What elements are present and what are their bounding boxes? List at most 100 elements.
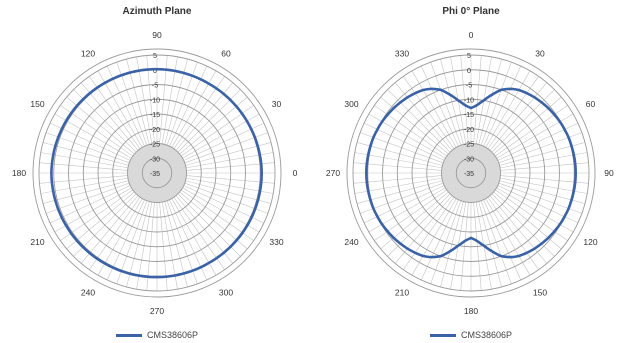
ring <box>426 128 516 218</box>
data-point <box>568 208 570 210</box>
radial-tick-label: -35 <box>150 171 160 178</box>
angle-label: 120 <box>81 48 95 58</box>
radial-tick-label: -5 <box>466 83 472 90</box>
data-point <box>104 262 106 264</box>
radial-tick-label: 0 <box>153 68 157 75</box>
ring <box>352 54 590 292</box>
angle-label: 0 <box>293 168 298 178</box>
angle-label: 210 <box>395 288 409 298</box>
data-point <box>261 172 263 174</box>
data-point <box>50 172 52 174</box>
angle-label: 180 <box>464 306 478 316</box>
data-point <box>422 255 424 257</box>
radial-tick-label: 0 <box>467 68 471 75</box>
data-point <box>559 223 561 225</box>
data-point <box>547 237 549 239</box>
angle-label: 0 <box>469 30 474 40</box>
radial-tick-label: -35 <box>464 171 474 178</box>
radial-tick-label: -20 <box>150 127 160 134</box>
ring <box>112 128 202 218</box>
data-point <box>406 248 408 250</box>
data-point <box>500 255 502 257</box>
angle-label: 240 <box>81 288 95 298</box>
ring <box>455 157 487 189</box>
data-point <box>449 250 451 252</box>
data-point <box>483 99 485 101</box>
legend: CMS38606P <box>0 330 314 340</box>
data-point <box>464 240 466 242</box>
data-point <box>372 208 374 210</box>
data-point <box>440 255 442 257</box>
data-point <box>246 224 248 226</box>
data-point <box>208 262 210 264</box>
data-point <box>431 256 433 258</box>
data-point <box>381 223 383 225</box>
ring <box>97 113 217 233</box>
data-point <box>547 107 549 109</box>
data-point <box>156 276 158 278</box>
radial-tick-label: -15 <box>150 112 160 119</box>
angle-label: 30 <box>535 48 545 58</box>
angle-label: 210 <box>30 237 44 247</box>
angle-label: 60 <box>586 99 596 109</box>
ring <box>411 113 531 233</box>
data-point <box>534 96 536 98</box>
data-point <box>449 94 451 96</box>
radial-tick-label: -15 <box>464 112 474 119</box>
ring <box>68 84 246 262</box>
ring <box>38 54 276 292</box>
angle-label: 300 <box>219 288 233 298</box>
data-point <box>491 250 493 252</box>
data-point <box>65 120 67 122</box>
ring <box>396 98 546 248</box>
data-point <box>372 136 374 138</box>
radial-tick-label: -30 <box>464 156 474 163</box>
angle-label: 90 <box>152 30 162 40</box>
chart-title: Azimuth Plane <box>122 6 192 17</box>
legend: CMS38606P <box>314 330 628 340</box>
legend-label: CMS38606P <box>460 330 513 340</box>
inner-disk <box>127 143 187 203</box>
angle-label: 60 <box>221 48 231 58</box>
data-point <box>365 172 367 174</box>
data-point <box>431 88 433 90</box>
angle-label: 150 <box>30 99 44 109</box>
data-point <box>470 237 472 239</box>
data-point <box>575 172 577 174</box>
data-point <box>367 190 369 192</box>
data-point <box>470 107 472 109</box>
data-point <box>422 89 424 91</box>
data-point <box>367 154 369 156</box>
angle-label: 240 <box>344 237 358 247</box>
data-point <box>156 68 158 70</box>
angle-label: 330 <box>395 48 409 58</box>
data-point <box>509 256 511 258</box>
data-point <box>573 190 575 192</box>
ring <box>382 84 560 262</box>
angle-label: 180 <box>12 168 26 178</box>
angle-label: 330 <box>269 237 283 247</box>
angle-label: 120 <box>583 237 597 247</box>
radial-tick-label: 5 <box>467 53 471 60</box>
chart-title: Phi 0° Plane <box>442 6 500 17</box>
radial-tick-label: -25 <box>150 142 160 149</box>
radial-tick-label: 5 <box>153 53 157 60</box>
data-point <box>381 121 383 123</box>
legend-swatch <box>429 333 456 337</box>
data-point <box>393 107 395 109</box>
angle-label: 300 <box>344 99 358 109</box>
angle-label: 150 <box>533 288 547 298</box>
data-point <box>559 121 561 123</box>
data-point <box>509 88 511 90</box>
ring <box>441 143 501 203</box>
data-point <box>246 120 248 122</box>
data-point <box>483 245 485 247</box>
outer-ring <box>346 48 596 298</box>
data-point <box>65 225 67 227</box>
angle-label: 270 <box>150 306 164 316</box>
radial-tick-label: -10 <box>464 97 474 104</box>
data-point <box>440 89 442 91</box>
data-point <box>457 99 459 101</box>
data-point <box>104 82 106 84</box>
data-point <box>476 104 478 106</box>
